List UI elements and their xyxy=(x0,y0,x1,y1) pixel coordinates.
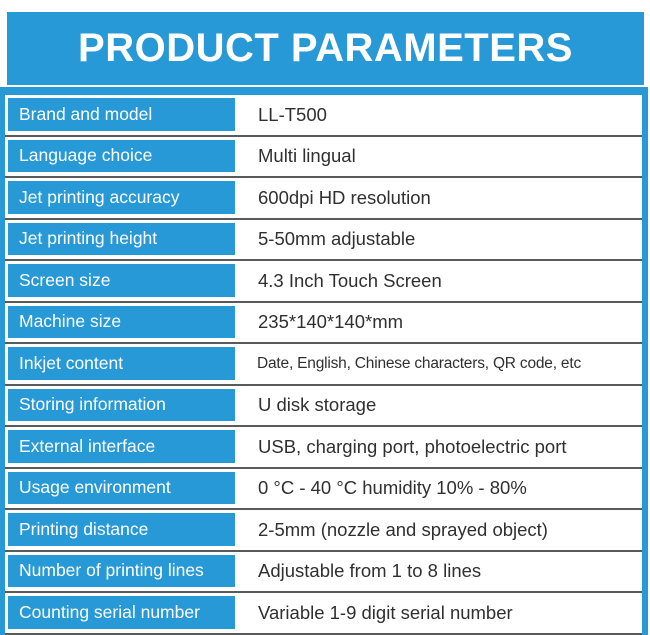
table-row: Storing information U disk storage xyxy=(5,385,642,427)
row-label: External interface xyxy=(8,430,235,463)
table-row: Jet printing height 5-50mm adjustable xyxy=(5,219,642,261)
table-row: Inkjet content Date, English, Chinese ch… xyxy=(5,344,642,386)
row-label: Brand and model xyxy=(8,98,235,131)
table-row: Brand and model LL-T500 xyxy=(5,95,642,137)
table-row: Machine size 235*140*140*mm xyxy=(5,302,642,344)
row-label: Jet printing height xyxy=(8,222,235,255)
row-label: Jet printing accuracy xyxy=(8,181,235,214)
row-label: Storing information xyxy=(8,388,235,421)
row-value: 4.3 Inch Touch Screen xyxy=(258,269,442,291)
row-value: Adjustable from 1 to 8 lines xyxy=(258,560,482,582)
table-row: Counting serial number Variable 1-9 digi… xyxy=(5,593,642,635)
table-row: Screen size 4.3 Inch Touch Screen xyxy=(5,261,642,303)
table-row: External interface USB, charging port, p… xyxy=(5,427,642,469)
row-value: USB, charging port, photoelectric port xyxy=(258,435,567,457)
row-value: LL-T500 xyxy=(258,103,327,125)
table-row: Number of printing lines Adjustable from… xyxy=(5,551,642,593)
table-row: Usage environment 0 °C - 40 °C humidity … xyxy=(5,468,642,510)
row-value: 0 °C - 40 °C humidity 10% - 80% xyxy=(258,477,527,499)
row-label: Inkjet content xyxy=(8,347,235,380)
row-label: Screen size xyxy=(8,264,235,297)
page-title: PRODUCT PARAMETERS xyxy=(7,12,644,85)
row-label: Language choice xyxy=(8,139,235,172)
row-value: 2-5mm (nozzle and sprayed object) xyxy=(258,518,548,540)
row-label: Usage environment xyxy=(8,471,235,504)
row-value: 600dpi HD resolution xyxy=(258,186,431,208)
spec-table: Brand and model LL-T500 Language choice … xyxy=(0,87,648,635)
row-label: Counting serial number xyxy=(8,596,235,629)
table-row: Language choice Multi lingual xyxy=(5,136,642,178)
row-label: Machine size xyxy=(8,305,235,338)
row-label: Number of printing lines xyxy=(8,554,235,587)
table-row: Jet printing accuracy 600dpi HD resoluti… xyxy=(5,178,642,220)
row-value: Multi lingual xyxy=(258,145,356,167)
row-value: 235*140*140*mm xyxy=(258,311,404,333)
table-row: Printing distance 2-5mm (nozzle and spra… xyxy=(5,510,642,552)
row-value: 5-50mm adjustable xyxy=(258,228,416,250)
row-label: Printing distance xyxy=(8,513,235,546)
row-value: Variable 1-9 digit serial number xyxy=(258,601,513,623)
row-value: Date, English, Chinese characters, QR co… xyxy=(257,354,582,372)
row-value: U disk storage xyxy=(258,394,377,416)
